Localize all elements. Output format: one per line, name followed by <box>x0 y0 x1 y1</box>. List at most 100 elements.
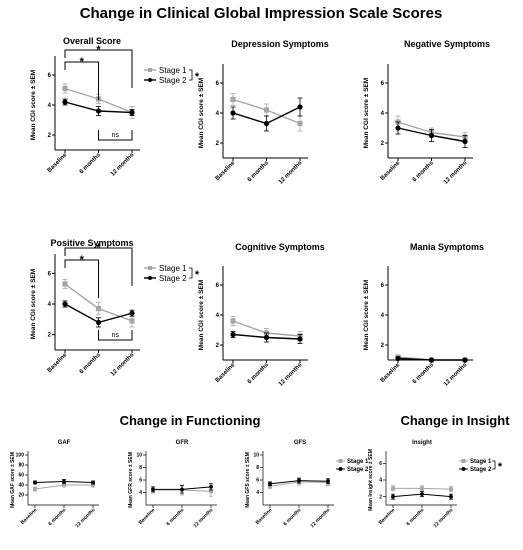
y-tick-label: 4 <box>381 313 385 319</box>
legend-swatch-marker <box>148 68 152 72</box>
data-point <box>420 492 424 497</box>
chart-title: Negative Symptoms <box>404 39 490 49</box>
series-stage-1 <box>391 485 453 493</box>
y-tick-label: 10 <box>253 453 259 459</box>
section-title-functioning: Change in Functioning <box>120 413 261 428</box>
chart-title: GAF <box>58 440 71 446</box>
chart-title: GFR <box>176 440 189 446</box>
legend-label: Stage 1 <box>470 459 492 465</box>
data-point <box>462 138 468 145</box>
y-tick-label: 4 <box>139 490 142 496</box>
legend-swatch-marker <box>148 78 152 82</box>
data-point <box>297 478 301 483</box>
y-axis-label: Mean GAF score ± SEM <box>10 452 16 508</box>
data-point <box>230 318 236 324</box>
y-tick-label: 4 <box>48 103 52 109</box>
data-point <box>391 486 395 491</box>
y-tick-label: 60 <box>18 473 24 479</box>
y-axis-label: Mean CGI score ± SEM <box>30 269 37 339</box>
chart-title: Depression Symptoms <box>231 39 329 49</box>
y-tick-label: 4 <box>48 302 52 308</box>
chart-overall: Overall Score 2 4 6 Mean CGI score ± SEM Base… <box>30 36 200 178</box>
x-tick-label: 12 months <box>443 160 469 186</box>
legend-significance-bracket <box>189 267 193 279</box>
x-tick-label: Baseline <box>47 352 69 374</box>
legend-label: Stage 1 <box>347 459 369 465</box>
x-tick-label: Baseline <box>20 507 39 526</box>
data-point <box>151 487 155 492</box>
legend-significance-bracket <box>492 460 496 470</box>
data-point <box>391 494 395 499</box>
x-tick-label: 12 months <box>192 507 214 529</box>
y-axis-label: Mean CGI score ± SEM <box>363 78 370 148</box>
chart-panels: Overall Score 2 4 6 Mean CGI score ± SEM Base… <box>10 36 503 529</box>
legend-label: Stage 2 <box>347 467 369 473</box>
chart-mania: Mania Symptoms 2 4 6 Mean CGI score ± SEM Bas… <box>363 242 484 388</box>
x-tick-label: 12 months <box>74 507 96 529</box>
data-point <box>91 480 95 485</box>
significance-label: ns <box>112 132 120 139</box>
data-point <box>91 483 95 487</box>
y-axis-label: Mean CGI score ± SEM <box>198 78 205 148</box>
data-point <box>33 487 37 491</box>
x-tick-label: Baseline <box>215 362 237 384</box>
data-point <box>62 479 66 484</box>
data-point <box>95 108 102 114</box>
series-stage-2 <box>230 97 303 132</box>
chart-negative: Negative Symptoms 2 4 6 Mean CGI score ± SEM… <box>363 39 490 186</box>
y-tick-label: 8 <box>139 465 142 471</box>
legend-swatch-marker <box>461 467 466 471</box>
legend-label: Stage 1 <box>159 264 187 273</box>
series-stage-2 <box>395 355 468 363</box>
data-point <box>230 96 236 103</box>
significance-bracket <box>64 61 99 100</box>
legend-label: Stage 2 <box>159 76 187 85</box>
x-tick-label: 12 months <box>443 362 469 388</box>
legend-significance-label: * <box>498 461 503 473</box>
legend-swatch-marker <box>461 459 466 463</box>
y-tick-label: 6 <box>256 478 259 484</box>
chart-title: Cognitive Symptoms <box>235 242 325 252</box>
chart-insight: Insight 2 4 6 Mean Insight score ± SEM Baseli… <box>368 440 503 529</box>
data-point <box>420 486 424 491</box>
y-tick-label: 6 <box>139 478 142 484</box>
y-axis-label: Mean GFS score ± SEM <box>245 452 251 508</box>
y-tick-label: 2 <box>216 343 220 349</box>
x-tick-label: 6 months <box>247 160 271 184</box>
data-point <box>263 334 270 341</box>
significance-bracket <box>98 130 133 141</box>
y-tick-label: 4 <box>216 313 220 319</box>
series-stage-2 <box>230 331 303 344</box>
x-tick-label: Baseline <box>378 507 397 526</box>
data-point <box>428 357 435 363</box>
x-tick-label: 6 months <box>247 362 271 386</box>
chart-title: Positive Symptoms <box>50 238 133 248</box>
y-tick-label: 6 <box>216 283 220 289</box>
y-tick-label: 6 <box>381 283 385 289</box>
x-tick-label: Baseline <box>138 507 157 526</box>
data-point <box>62 301 68 307</box>
data-point <box>129 318 135 324</box>
x-tick-label: 6 months <box>405 507 425 527</box>
data-point <box>263 107 270 113</box>
section-title-insight: Change in Insight <box>400 413 510 428</box>
x-tick-label: 12 months <box>278 362 304 388</box>
y-tick-label: 2 <box>216 141 220 147</box>
data-point <box>449 494 453 499</box>
data-point <box>209 484 213 489</box>
y-tick-label: 80 <box>18 463 24 469</box>
y-tick-label: 6 <box>379 461 382 467</box>
y-tick-label: 6 <box>48 73 52 79</box>
data-point <box>297 104 303 110</box>
y-tick-label: 4 <box>379 478 382 484</box>
legend-label: Stage 2 <box>159 274 187 283</box>
data-point <box>297 336 303 342</box>
series-stage-2 <box>62 98 135 116</box>
legend-significance-label: * <box>195 269 200 281</box>
x-tick-label: 6 months <box>412 160 436 184</box>
